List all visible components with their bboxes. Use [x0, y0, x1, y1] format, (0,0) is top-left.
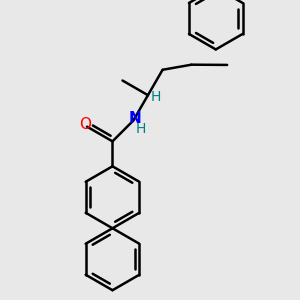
Text: N: N: [128, 112, 141, 127]
Text: H: H: [151, 90, 161, 104]
Text: O: O: [80, 117, 92, 132]
Text: H: H: [135, 122, 146, 136]
